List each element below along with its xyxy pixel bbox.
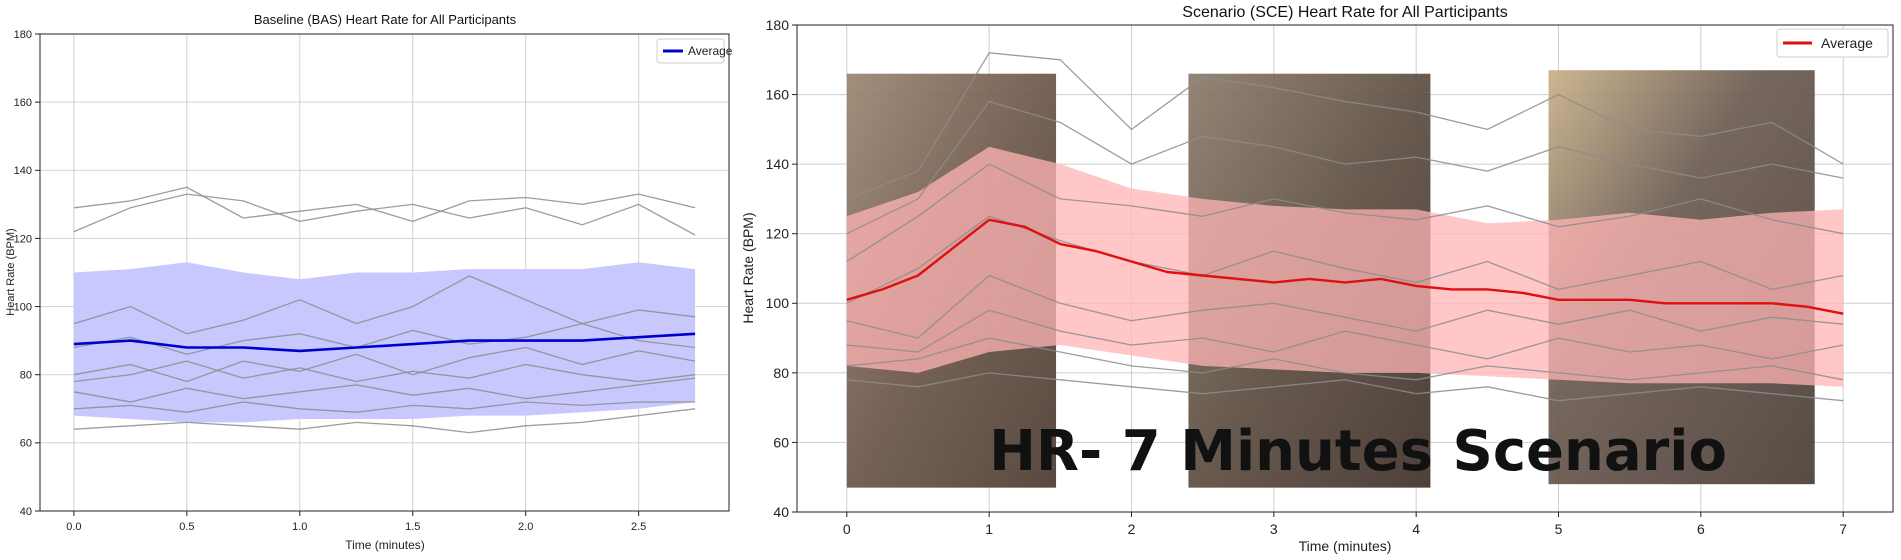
participant-line-8 <box>73 401 696 413</box>
y-tick-label: 80 <box>20 370 32 382</box>
legend-label-average: Average <box>688 44 733 58</box>
y-tick-label: 100 <box>14 301 32 313</box>
participant-lines <box>73 186 696 434</box>
legend: Average <box>656 38 733 64</box>
x-tick-label: 0.0 <box>66 521 81 533</box>
legend-label-average: Average <box>1821 35 1873 51</box>
x-tick-label: 0 <box>843 521 851 537</box>
x-axis-label: Time (minutes) <box>345 538 425 552</box>
average-line <box>846 218 1844 315</box>
chart-title: Baseline (BAS) Heart Rate for All Partic… <box>254 12 517 27</box>
y-axis-label: Heart Rate (BPM) <box>740 212 756 323</box>
y-tick-label: 160 <box>766 86 790 102</box>
baseline-chart: Baseline (BAS) Heart Rate for All Partic… <box>5 12 733 552</box>
y-axis: 40 60 80 100 120 140 160 180 <box>766 17 797 520</box>
y-tick-label: 100 <box>766 295 790 311</box>
std-band <box>73 262 696 423</box>
participant-lines <box>846 52 1844 402</box>
y-tick-label: 180 <box>14 29 32 41</box>
x-tick-label: 2.0 <box>518 521 533 533</box>
y-tick-label: 180 <box>766 17 790 33</box>
y-tick-label: 140 <box>766 156 790 172</box>
x-tick-label: 6 <box>1697 521 1705 537</box>
y-tick-label: 40 <box>773 504 789 520</box>
std-band-area <box>73 262 696 423</box>
plot-frame <box>39 33 730 512</box>
x-tick-label: 7 <box>1839 521 1847 537</box>
x-tick-label: 4 <box>1412 521 1420 537</box>
legend-box <box>656 38 725 64</box>
y-tick-label: 160 <box>14 97 32 109</box>
std-band-area <box>846 146 1844 387</box>
participant-line-1 <box>846 52 1844 200</box>
y-tick-label: 140 <box>14 165 32 177</box>
plot-frame <box>796 24 1894 513</box>
participant-line-6 <box>846 309 1844 360</box>
y-tick-label: 40 <box>20 506 32 518</box>
scenario-chart: Scenario (SCE) Heart Rate for All Partic… <box>740 4 1894 554</box>
participant-line-7 <box>846 337 1844 381</box>
participant-line-4 <box>73 322 696 355</box>
y-tick-label: 60 <box>773 434 789 450</box>
x-tick-label: 3 <box>1270 521 1278 537</box>
x-tick-label: 1.5 <box>405 521 420 533</box>
participant-line-9 <box>73 408 696 434</box>
participant-line-3 <box>846 163 1844 263</box>
average-line-group <box>846 218 1844 315</box>
participant-line-8 <box>846 372 1844 402</box>
chart-title: Scenario (SCE) Heart Rate for All Partic… <box>1182 4 1507 21</box>
participant-line-2 <box>73 193 696 236</box>
y-tick-label: 120 <box>14 233 32 245</box>
y-axis: 40 60 80 100 120 140 160 180 <box>14 29 40 518</box>
y-axis-label: Heart Rate (BPM) <box>5 228 17 315</box>
y-tick-label: 120 <box>766 226 790 242</box>
x-tick-label: 1.0 <box>292 521 307 533</box>
x-tick-label: 2 <box>1128 521 1136 537</box>
average-line <box>73 332 696 353</box>
participant-line-5 <box>846 274 1844 339</box>
x-tick-label: 2.5 <box>631 521 646 533</box>
y-tick-label: 80 <box>773 365 789 381</box>
std-band <box>846 146 1844 387</box>
x-tick-label: 0.5 <box>179 521 194 533</box>
legend-box <box>1776 28 1889 58</box>
participant-line-7 <box>73 377 696 403</box>
participant-line-2 <box>846 100 1844 235</box>
x-axis: 0.0 0.5 1.0 1.5 2.0 2.5 <box>66 511 646 533</box>
legend: Average <box>1776 28 1889 58</box>
scenario-annotation: HR- 7 Minutes Scenario <box>989 419 1727 484</box>
participant-line-6 <box>73 360 696 383</box>
participant-line-5 <box>73 346 696 383</box>
x-tick-label: 5 <box>1555 521 1563 537</box>
participant-line-3 <box>73 275 696 335</box>
x-tick-label: 1 <box>985 521 993 537</box>
average-line-group <box>73 332 696 353</box>
y-tick-label: 60 <box>20 438 32 450</box>
x-axis: 0 1 2 3 4 5 6 7 <box>843 512 1847 537</box>
x-axis-label: Time (minutes) <box>1299 538 1392 554</box>
participant-line-1 <box>73 186 696 223</box>
